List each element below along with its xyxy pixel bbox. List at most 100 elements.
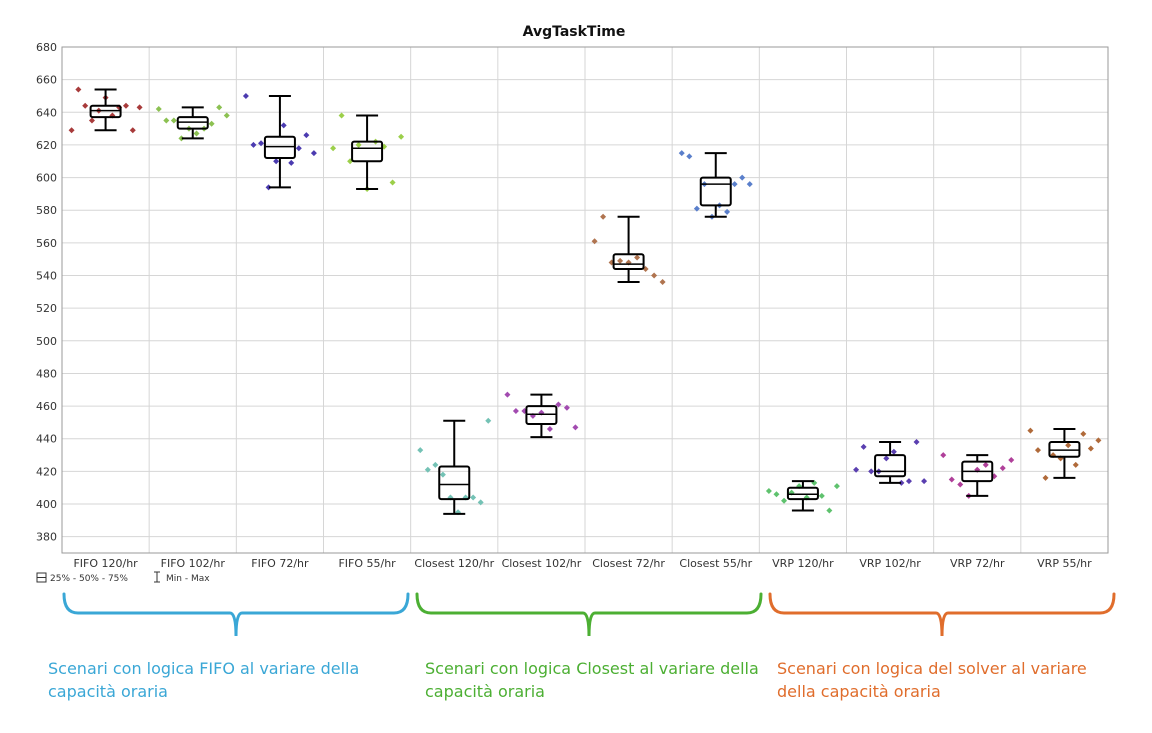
data-point bbox=[693, 205, 700, 212]
data-point bbox=[546, 425, 553, 432]
x-tick-label: Closest 55/hr bbox=[679, 557, 752, 570]
data-point bbox=[999, 465, 1006, 472]
data-point bbox=[1072, 461, 1079, 468]
iqr-box bbox=[89, 104, 122, 119]
y-tick-label: 420 bbox=[36, 465, 57, 478]
data-point bbox=[295, 145, 302, 152]
data-point bbox=[75, 86, 82, 93]
y-tick-label: 380 bbox=[36, 531, 57, 544]
box-plots bbox=[89, 88, 1081, 515]
data-point bbox=[82, 102, 89, 109]
x-tick-label: Closest 72/hr bbox=[592, 557, 665, 570]
box-plot bbox=[1048, 427, 1081, 479]
data-point bbox=[1034, 447, 1041, 454]
data-point bbox=[948, 476, 955, 483]
box-plot bbox=[786, 480, 819, 512]
data-point bbox=[890, 448, 897, 455]
box-plot bbox=[612, 215, 645, 284]
iqr-box bbox=[176, 116, 209, 130]
x-tick-label: FIFO 72/hr bbox=[251, 557, 309, 570]
data-point bbox=[563, 404, 570, 411]
box-plot bbox=[176, 106, 209, 140]
data-point bbox=[129, 127, 136, 134]
legend: 25% - 50% - 75% Min - Max bbox=[36, 571, 210, 584]
data-point bbox=[193, 130, 200, 137]
data-point bbox=[216, 104, 223, 111]
y-tick-label: 560 bbox=[36, 237, 57, 250]
data-point bbox=[1087, 445, 1094, 452]
y-tick-label: 520 bbox=[36, 302, 57, 315]
data-point bbox=[470, 494, 477, 501]
data-point bbox=[555, 401, 562, 408]
box-plot bbox=[699, 152, 732, 218]
iqr-box bbox=[525, 405, 558, 426]
data-point bbox=[921, 478, 928, 485]
data-point bbox=[155, 106, 162, 113]
y-tick-label: 620 bbox=[36, 139, 57, 152]
box-plot bbox=[874, 441, 907, 484]
data-point bbox=[122, 102, 129, 109]
data-point bbox=[957, 481, 964, 488]
x-tick-label: FIFO 120/hr bbox=[73, 557, 138, 570]
data-point bbox=[223, 112, 230, 119]
box-plot bbox=[525, 393, 558, 439]
data-point bbox=[1065, 442, 1072, 449]
iqr-box bbox=[786, 486, 819, 501]
data-point bbox=[678, 150, 685, 157]
data-point bbox=[651, 272, 658, 279]
x-tick-label: Closest 102/hr bbox=[502, 557, 582, 570]
y-tick-label: 600 bbox=[36, 172, 57, 185]
grid bbox=[62, 46, 1108, 553]
data-point bbox=[136, 104, 143, 111]
data-point bbox=[163, 117, 170, 124]
box-plot bbox=[89, 88, 122, 132]
data-point bbox=[572, 424, 579, 431]
data-point bbox=[1042, 474, 1049, 481]
data-point bbox=[833, 483, 840, 490]
iqr-box bbox=[1048, 441, 1081, 458]
group-braces bbox=[62, 592, 1116, 637]
group-caption-fifo: Scenari con logica FIFO al variare della… bbox=[48, 659, 360, 701]
data-point bbox=[512, 407, 519, 414]
data-point bbox=[860, 443, 867, 450]
x-tick-label: VRP 120/hr bbox=[772, 557, 834, 570]
y-tick-label: 580 bbox=[36, 204, 57, 217]
y-tick-label: 680 bbox=[36, 41, 57, 54]
group-caption-closest: Scenari con logica Closest al variare de… bbox=[425, 659, 759, 701]
plot-area bbox=[61, 46, 1109, 554]
data-point bbox=[330, 145, 337, 152]
iqr-box bbox=[351, 140, 384, 163]
data-point bbox=[982, 461, 989, 468]
data-point bbox=[242, 92, 249, 99]
y-tick-label: 540 bbox=[36, 270, 57, 283]
iqr-box bbox=[874, 454, 907, 478]
data-point bbox=[818, 492, 825, 499]
iqr-box bbox=[699, 176, 732, 207]
data-point bbox=[273, 158, 280, 165]
data-point bbox=[398, 133, 405, 140]
group-caption-solver: Scenari con logica del solver al variare… bbox=[777, 659, 1087, 701]
x-axis: FIFO 120/hr FIFO 102/hr FIFO 72/hr FIFO 55/… bbox=[73, 557, 1092, 570]
y-axis: 380 400 420 440 460 480 500 520 540 560 580 600 620 6… bbox=[36, 41, 57, 544]
box-plot bbox=[351, 114, 384, 191]
data-point bbox=[765, 487, 772, 494]
chart-title: AvgTaskTime bbox=[523, 24, 626, 40]
box-plot bbox=[961, 454, 994, 497]
whisker-legend-label: Min - Max bbox=[166, 574, 210, 584]
data-point bbox=[591, 238, 598, 245]
data-point bbox=[617, 257, 624, 264]
data-point bbox=[417, 447, 424, 454]
y-tick-label: 480 bbox=[36, 367, 57, 380]
data-point bbox=[739, 174, 746, 181]
data-point bbox=[853, 466, 860, 473]
iqr-box bbox=[438, 465, 471, 501]
data-point bbox=[170, 117, 177, 124]
data-point bbox=[1080, 430, 1087, 437]
data-point bbox=[303, 132, 310, 139]
data-point bbox=[250, 141, 257, 148]
y-tick-label: 640 bbox=[36, 106, 57, 119]
data-point bbox=[659, 279, 666, 286]
data-point bbox=[826, 507, 833, 514]
data-point bbox=[485, 417, 492, 424]
data-point bbox=[773, 491, 780, 498]
